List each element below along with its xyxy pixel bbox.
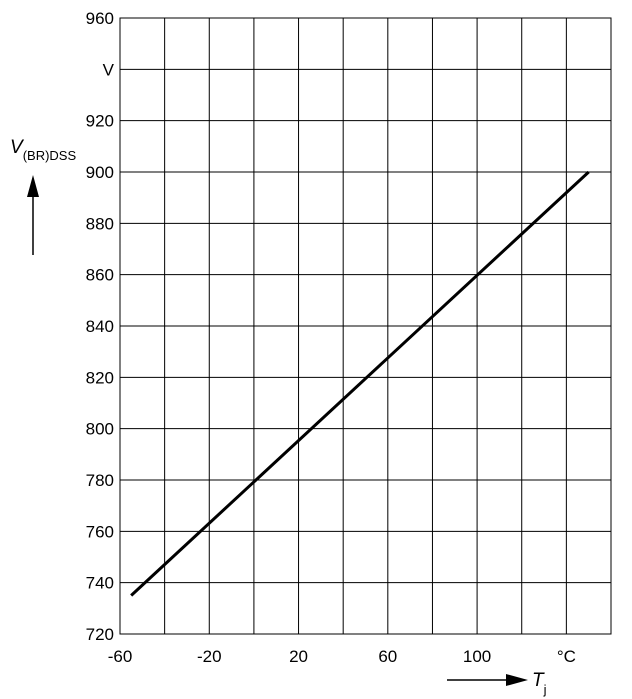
x-axis-label: Tj bbox=[447, 670, 547, 697]
y-tick-label: V bbox=[103, 60, 115, 79]
plot-frame bbox=[119, 17, 612, 635]
y-tick-label: 920 bbox=[86, 112, 114, 131]
y-tick-label: 820 bbox=[86, 368, 114, 387]
y-tick-label: 900 bbox=[86, 163, 114, 182]
x-tick-label: 100 bbox=[463, 647, 491, 666]
x-tick-label: -20 bbox=[197, 647, 222, 666]
x-tick-label: °C bbox=[557, 647, 576, 666]
y-tick-label: 840 bbox=[86, 317, 114, 336]
y-tick-label: 860 bbox=[86, 266, 114, 285]
horizontal-gridlines bbox=[120, 68, 611, 584]
y-tick-label: 760 bbox=[86, 522, 114, 541]
y-tick-label: 720 bbox=[86, 625, 114, 644]
svg-text:Tj: Tj bbox=[532, 670, 547, 697]
x-axis-arrow-head bbox=[506, 674, 528, 686]
svg-text:V(BR)DSS: V(BR)DSS bbox=[10, 137, 76, 163]
y-tick-label: 880 bbox=[86, 214, 114, 233]
y-axis-symbol: V bbox=[10, 137, 25, 158]
y-tick-label: 960 bbox=[86, 9, 114, 28]
y-tick-label: 800 bbox=[86, 420, 114, 439]
series-line bbox=[130, 170, 590, 597]
y-axis-label: V(BR)DSS bbox=[10, 137, 76, 255]
y-tick-labels: 720 740 760 780 800 820 840 860 880 900 920 V 960 bbox=[86, 9, 115, 644]
y-axis-subscript: (BR)DSS bbox=[23, 148, 77, 163]
x-tick-label: -60 bbox=[108, 647, 133, 666]
x-axis-subscript: j bbox=[543, 682, 547, 697]
y-tick-label: 780 bbox=[86, 471, 114, 490]
x-axis-symbol: T bbox=[532, 670, 545, 691]
y-tick-label: 740 bbox=[86, 574, 114, 593]
x-tick-label: 60 bbox=[378, 647, 397, 666]
y-axis-arrow-head bbox=[27, 175, 39, 197]
x-tick-label: 20 bbox=[289, 647, 308, 666]
